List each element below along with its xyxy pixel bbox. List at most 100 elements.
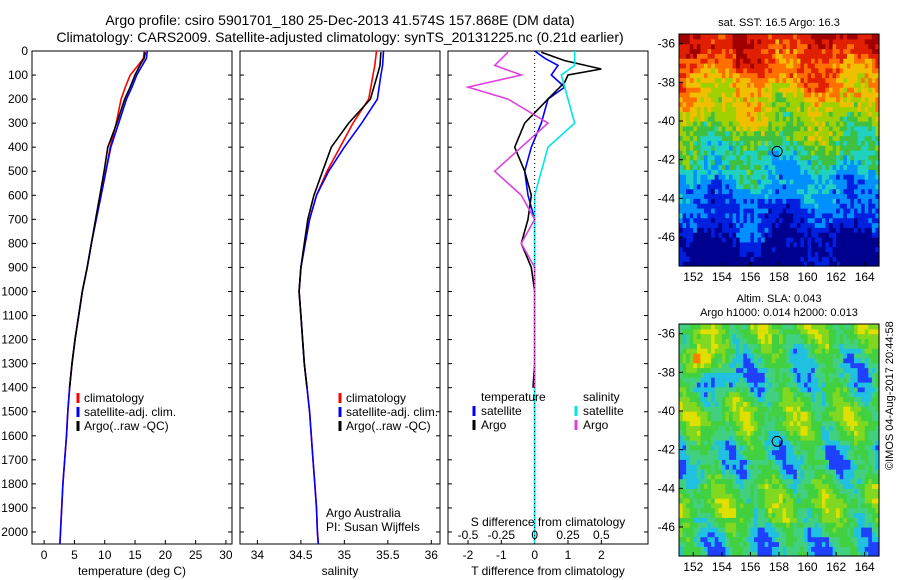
depth-tick-label: 1600 [1,429,28,443]
series-line-argorawqc [68,52,147,388]
legend-title-salinity: salinity [583,390,620,404]
figure-title-line1: Argo profile: csiro 5901701_180 25-Dec-2… [105,12,575,28]
depth-tick-label: 1400 [1,381,28,395]
legend-label: Argo(..raw -QC) [346,419,431,433]
map-raster [679,34,880,267]
x-tick-label-s: 0 [531,528,538,542]
panel-frame [239,50,441,545]
depth-tick-label: 700 [8,212,28,226]
x-tick-label: 25 [189,548,203,562]
depth-tick-label: 200 [8,92,28,106]
depth-tick-label: 1700 [1,453,28,467]
map-y-tick-label: -38 [658,75,676,89]
x-tick-label: 2 [598,548,605,562]
depth-tick-label: 0 [21,44,28,58]
depth-tick-label: 600 [8,188,28,202]
map-x-tick-label: 162 [826,270,846,284]
x-axis-label: salinity [322,564,359,578]
map-x-tick-label: 158 [769,270,789,284]
x-axis-label-top: S difference from climatology [471,515,626,529]
legend-title-temperature: temperature [481,390,546,404]
legend-label: Argo [583,418,609,432]
depth-tick-label: 500 [8,164,28,178]
depth-tick-label: 1800 [1,477,28,491]
legend-label: Argo(..raw -QC) [84,419,169,433]
map-y-tick-label: -42 [658,153,676,167]
legend-label: climatology [346,391,406,405]
imos-timestamp: ©IMOS 04-Aug-2017 20:44:58 [884,321,896,470]
map-y-tick-label: -38 [658,365,676,379]
panel-frame [447,50,649,545]
depth-tick-label: 800 [8,236,28,250]
legend-label: satellite-adj. clim. [84,405,176,419]
x-tick-label: 30 [219,548,233,562]
depth-tick-label: 400 [8,140,28,154]
sst-map-title: sat. SST: 16.5 Argo: 16.3 [718,17,840,29]
depth-tick-label: 1500 [1,405,28,419]
x-axis-label: temperature (deg C) [78,564,186,578]
map-x-tick-label: 156 [740,270,760,284]
x-tick-label: -2 [463,548,474,562]
map-x-tick-label: 160 [798,560,818,574]
depth-tick-label: 1100 [2,309,28,323]
x-tick-label: 15 [128,548,142,562]
sla-map-title-line2: Argo h1000: 0.014 h2000: 0.013 [700,307,858,319]
map-y-tick-label: -40 [658,404,676,418]
x-tick-label-s: -0.5 [458,528,479,542]
map-y-tick-label: -46 [658,520,676,534]
map-x-tick-label: 152 [683,560,703,574]
legend-label: satellite [481,404,522,418]
panel-frame [31,50,233,545]
argo-annotation: Argo Australia [326,506,401,520]
x-tick-label: 20 [159,548,173,562]
series-line-argorawqc [298,52,382,388]
map-y-tick-label: -44 [658,481,676,495]
x-tick-label: 35.5 [376,548,400,562]
depth-tick-label: 1200 [1,333,28,347]
depth-tick-label: 1000 [1,284,28,298]
map-y-tick-label: -46 [658,230,676,244]
x-tick-label: 10 [98,548,112,562]
map-x-tick-label: 152 [683,270,703,284]
map-y-tick-label: -40 [658,114,676,128]
legend-label: satellite [583,404,624,418]
argo-annotation: PI: Susan Wijffels [326,520,420,534]
depth-tick-label: 900 [8,260,28,274]
map-y-tick-label: -36 [658,327,676,341]
argo-position-marker [771,435,783,447]
depth-tick-label: 1900 [1,501,28,515]
map-y-tick-label: -42 [658,443,676,457]
map-y-tick-label: -36 [658,37,676,51]
x-tick-label-s: -0.25 [488,528,516,542]
x-tick-label: 0 [531,548,538,562]
x-tick-label: -1 [496,548,507,562]
legend-label: climatology [84,391,144,405]
argo-position-marker [771,145,783,157]
map-x-tick-label: 164 [855,560,875,574]
sla-map-title-line1: Altim. SLA: 0.043 [737,293,822,305]
x-tick-label: 1 [565,548,572,562]
map-x-tick-label: 160 [798,270,818,284]
depth-tick-label: 2000 [1,525,28,539]
map-x-tick-label: 158 [769,560,789,574]
x-tick-label: 34.5 [289,548,313,562]
figure-title-line2: Climatology: CARS2009. Satellite-adjuste… [56,29,624,45]
map-raster [679,324,880,557]
legend-label: Argo [481,418,507,432]
map-x-tick-label: 162 [826,560,846,574]
map-x-tick-label: 156 [740,560,760,574]
map-x-tick-label: 154 [712,270,732,284]
x-tick-label: 5 [71,548,78,562]
map-y-tick-label: -44 [658,191,676,205]
x-tick-label: 0 [41,548,48,562]
map-x-tick-label: 164 [855,270,875,284]
map-x-tick-label: 154 [712,560,732,574]
x-tick-label: 34 [251,548,265,562]
x-tick-label-s: 0.5 [593,528,610,542]
x-tick-label-s: 0.25 [556,528,580,542]
x-tick-label: 36 [425,548,439,562]
depth-tick-label: 300 [8,116,28,130]
legend-label: satellite-adj. clim. [346,405,438,419]
